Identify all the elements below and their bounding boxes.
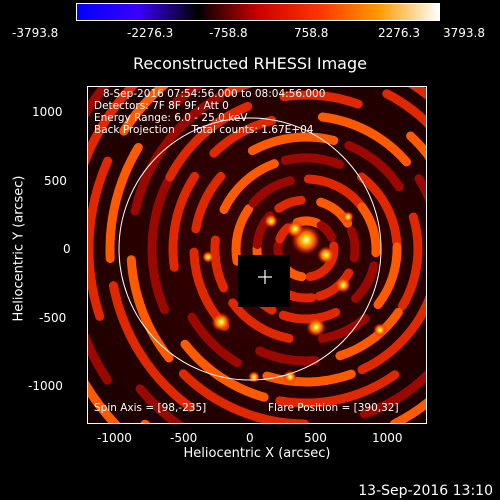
fringe-arc <box>126 255 174 363</box>
fringe-arc <box>357 172 402 247</box>
colorbar-tick-label: -2276.3 <box>127 26 174 40</box>
y-tick-label: -1000 <box>28 379 63 393</box>
bright-source <box>248 371 260 383</box>
fringe-arc <box>135 384 185 423</box>
bright-source <box>317 246 335 264</box>
fringe-arc <box>119 87 169 136</box>
colorbar-tick-label: 3793.8 <box>443 26 485 40</box>
fringe-arc <box>317 112 411 167</box>
fringe-arc <box>248 176 295 208</box>
fringe-arc <box>105 143 143 264</box>
fringe-arc <box>316 220 336 242</box>
fringe-arc <box>359 369 426 419</box>
fringe-arc <box>187 312 242 368</box>
y-tick-label: -500 <box>39 311 67 325</box>
bright-source <box>342 211 354 223</box>
fringe-arc <box>274 195 306 213</box>
colorbar-tick-label: 758.8 <box>294 26 329 40</box>
info-energy-range: Energy Range: 6.0 - 25.0 keV <box>94 112 248 124</box>
bright-source <box>335 277 351 293</box>
fringe-arc <box>191 171 226 234</box>
fringe-arc <box>347 226 360 263</box>
bright-source <box>211 312 231 332</box>
x-tick-label: 500 <box>304 431 327 445</box>
fringe-arc <box>373 242 402 310</box>
fringe-arc <box>344 141 404 192</box>
fringe-arc <box>303 174 365 210</box>
fringe-arc <box>255 346 320 366</box>
fringe-arc <box>178 369 309 423</box>
fringe-arc <box>130 92 225 216</box>
fringe-arc <box>382 89 426 128</box>
colorbar-tick-label: 2276.3 <box>378 26 420 40</box>
info-detectors: Detectors: 7F 8F 9F, Att 0 <box>94 100 229 112</box>
fringe-arc <box>165 101 253 182</box>
fringe-arc <box>398 212 423 311</box>
x-axis-title: Heliocentric X (arcsec) <box>183 446 331 461</box>
fringe-arc <box>317 313 370 343</box>
solar-limb <box>118 117 382 381</box>
fringe-arc <box>219 159 279 214</box>
fringe-arc <box>357 294 426 375</box>
y-axis-title: Heliocentric Y (arcsec) <box>11 175 27 322</box>
fringe-arc <box>247 132 339 156</box>
fringe-arc <box>390 398 426 423</box>
colorbar <box>76 3 440 21</box>
crosshair-icon <box>258 270 272 284</box>
fringe-arc <box>170 87 205 108</box>
fringe-arc <box>231 204 254 266</box>
spin-axis-label: Spin Axis = [98,-235] <box>94 402 207 414</box>
plot-title: Reconstructed RHESSI Image <box>133 54 367 73</box>
fringe-arc <box>357 202 381 258</box>
y-tick-label: 0 <box>63 242 71 256</box>
bright-source <box>202 251 214 263</box>
fringe-arc <box>88 87 138 166</box>
fringe-arc <box>228 298 294 343</box>
flare-position-label: Flare Position = [390,32] <box>268 402 399 414</box>
fringe-arc <box>406 131 426 160</box>
bright-source <box>373 323 387 337</box>
bright-source <box>264 214 278 228</box>
colorbar-tick-label: -3793.8 <box>12 26 59 40</box>
fringe-arc <box>414 174 426 204</box>
fringe-arc <box>275 370 400 408</box>
y-tick-label: 1000 <box>32 105 63 119</box>
x-tick-label: 0 <box>246 431 254 445</box>
fringe-arc <box>109 281 195 412</box>
colorbar-tick-label: -758.8 <box>209 26 248 40</box>
y-tick-label: 500 <box>44 174 67 188</box>
x-tick-label: -500 <box>170 431 198 445</box>
fringe-arc <box>147 177 172 315</box>
fringe-arc <box>168 171 200 272</box>
bright-source <box>306 317 326 337</box>
reconstructed-image <box>88 87 426 423</box>
info-method-counts: Back Projection Total counts: 1.67E+04 <box>94 124 314 136</box>
bright-source <box>283 370 297 384</box>
footer-timestamp: 13-Sep-2016 13:10 <box>358 483 493 499</box>
fringe-arc <box>223 87 254 97</box>
fringe-arc <box>88 156 113 321</box>
fringe-arc <box>210 235 229 293</box>
fringe-arc <box>209 116 277 158</box>
image-plot <box>87 86 427 424</box>
x-tick-label: 1000 <box>372 431 403 445</box>
bright-source <box>286 220 304 238</box>
fringe-arc <box>351 261 379 303</box>
fringe-arc <box>278 307 341 324</box>
center-mask <box>238 255 290 307</box>
fringe-arc <box>88 332 112 385</box>
x-tick-label: -1000 <box>97 431 132 445</box>
info-time-range: 8-Sep-2016 07:54:56.000 to 08:04:56.000 <box>103 88 326 100</box>
fringe-arc <box>335 307 403 361</box>
fringe-arc <box>279 90 363 109</box>
fringe-arc <box>280 153 345 169</box>
